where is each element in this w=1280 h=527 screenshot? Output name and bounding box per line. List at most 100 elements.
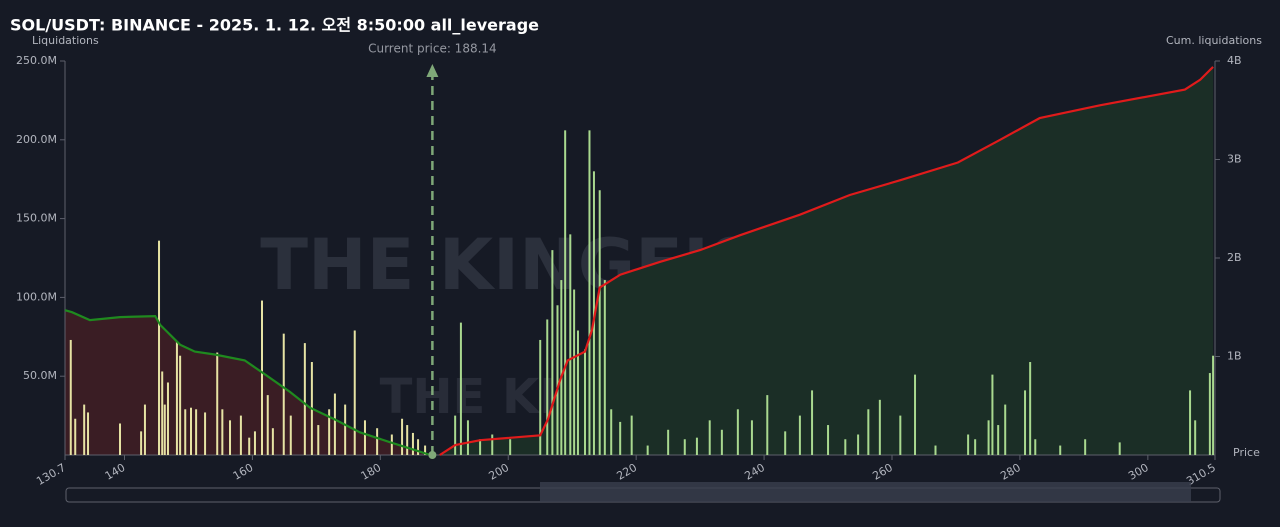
liquidation-bar: [491, 434, 494, 455]
liquidation-bar: [1004, 404, 1007, 455]
cum-line: [439, 66, 1214, 456]
y2-tick-label: 1B: [1227, 350, 1242, 363]
liquidation-bar: [1118, 442, 1121, 455]
liquidation-bar: [974, 439, 977, 455]
liquidation-bar: [1024, 390, 1027, 455]
liquidation-bar: [328, 409, 331, 455]
liquidation-bar: [784, 431, 787, 455]
liquidation-bar: [344, 404, 347, 455]
liquidation-bar: [997, 425, 1000, 455]
liquidation-bar: [333, 393, 336, 455]
liquidation-bar: [266, 395, 269, 455]
liquidation-bar: [390, 434, 393, 455]
y-tick-label: 100.0M: [16, 290, 57, 303]
liquidation-bar: [353, 330, 356, 455]
liquidation-bar: [221, 409, 224, 455]
y-tick-label: 150.0M: [16, 212, 57, 225]
liquidation-bar: [546, 319, 549, 455]
liquidation-bar: [1034, 439, 1037, 455]
liquidation-bar: [603, 280, 606, 455]
liquidation-bar: [569, 234, 572, 455]
liquidation-bar: [143, 404, 146, 455]
liquidation-bar: [857, 434, 860, 455]
liquidation-bar: [967, 434, 970, 455]
cum-line: [64, 309, 431, 457]
liquidation-bar: [204, 412, 207, 455]
liquidation-bar: [867, 409, 870, 455]
liquidation-bar: [1029, 362, 1032, 455]
liquidation-bar: [1059, 445, 1062, 455]
liquidation-bar: [83, 404, 86, 455]
liquidation-bar: [229, 420, 232, 455]
liquidation-bar: [253, 431, 256, 455]
liquidation-bar: [560, 280, 563, 455]
liquidation-bar: [987, 420, 990, 455]
liquidation-bar: [303, 343, 306, 455]
liquidation-bar: [899, 415, 902, 455]
liquidation-bar: [844, 439, 847, 455]
liquidation-bar: [140, 431, 143, 455]
liquidation-bar: [179, 355, 182, 455]
liquidation-bar: [417, 439, 420, 455]
liquidation-bar: [184, 409, 187, 455]
liquidation-bar: [376, 428, 379, 455]
liquidation-bar: [119, 423, 122, 455]
x-axis-label: Price: [1233, 446, 1260, 459]
liquidation-bar: [539, 339, 542, 455]
liquidation-bar: [161, 371, 164, 455]
liquidation-bar: [708, 420, 711, 455]
scroll-thumb[interactable]: [540, 482, 1191, 502]
liquidation-bar: [401, 418, 404, 455]
liquidation-bar: [424, 445, 427, 455]
liquidation-bar: [695, 437, 698, 455]
liquidation-bar: [175, 341, 178, 455]
liquidation-bar: [509, 439, 512, 455]
liquidation-bar: [576, 330, 579, 455]
liquidation-bar: [798, 415, 801, 455]
current-price-dot: [428, 451, 437, 459]
liquidation-bar: [551, 250, 554, 455]
y-tick-label: 200.0M: [16, 133, 57, 146]
liquidation-bar: [610, 409, 613, 455]
liquidation-bar: [479, 439, 482, 455]
liquidation-bar: [466, 420, 469, 455]
liquidation-bar: [556, 305, 559, 455]
liquidation-bar: [248, 437, 251, 455]
liquidation-bar: [158, 240, 161, 455]
liquidation-bar: [811, 390, 814, 455]
liquidation-bar: [573, 289, 576, 455]
y2-tick-label: 3B: [1227, 153, 1242, 166]
liquidation-bar: [282, 333, 285, 455]
liquidation-bar: [239, 415, 242, 455]
liquidation-bar: [766, 395, 769, 455]
y-tick-label: 50.0M: [23, 369, 57, 382]
liquidation-bar: [363, 420, 366, 455]
liquidation-bar: [564, 130, 567, 455]
liquidation-bar: [1194, 420, 1197, 455]
liquidation-bar: [69, 339, 72, 455]
cum-area: [439, 66, 1214, 456]
liquidation-bar: [271, 428, 274, 455]
liquidation-bar: [583, 349, 586, 455]
liquidation-bar: [750, 420, 753, 455]
liquidation-bar: [588, 130, 591, 455]
liquidation-bar: [1189, 390, 1192, 455]
liquidation-bar: [411, 432, 414, 455]
liquidation-bar: [260, 300, 263, 455]
liquidation-bar: [163, 404, 166, 455]
liquidation-bar: [406, 425, 409, 455]
liquidation-bar: [878, 399, 881, 455]
liquidation-bar: [454, 415, 457, 455]
liquidation-bar: [216, 352, 219, 455]
liquidation-bar: [1084, 439, 1087, 455]
liquidation-bar: [934, 445, 937, 455]
y2-axis-label: Cum. liquidations: [1166, 34, 1262, 47]
y2-tick-label: 4B: [1227, 54, 1242, 67]
chart-title: SOL/USDT: BINANCE - 2025. 1. 12. 오전 8:50…: [10, 16, 539, 35]
liquidation-bar: [289, 415, 292, 455]
liquidation-bar: [190, 407, 193, 455]
y2-tick-label: 2B: [1227, 251, 1242, 264]
y-tick-label: 250.0M: [16, 54, 57, 67]
liquidation-bar: [74, 418, 77, 455]
liquidation-bar: [646, 445, 649, 455]
